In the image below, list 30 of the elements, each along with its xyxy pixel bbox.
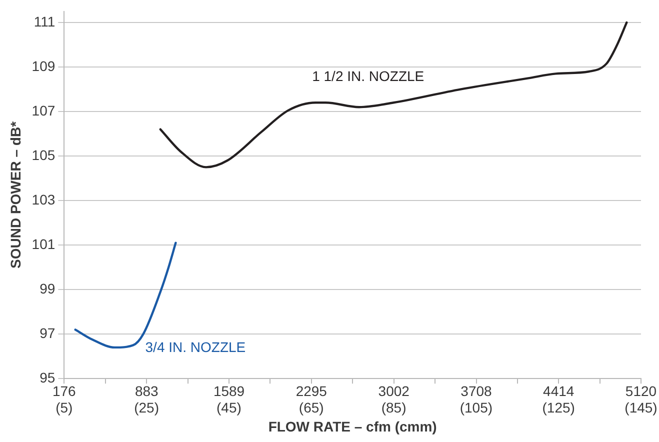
x-tick-label: 176 xyxy=(52,382,76,399)
y-tick-label: 111 xyxy=(34,13,56,30)
y-tick-label: 103 xyxy=(32,191,56,208)
line-series xyxy=(159,21,628,168)
x-tick-label: 4414 xyxy=(543,382,574,399)
x2-tick-label: (5) xyxy=(56,400,73,416)
y-tick-label: 105 xyxy=(32,146,56,163)
x-tick-label: 883 xyxy=(134,382,159,399)
x-tick-label: 5120 xyxy=(625,382,657,399)
x2-tick-label: (45) xyxy=(216,400,242,416)
x2-tick-label: (105) xyxy=(460,400,493,416)
x-tick-label: 2295 xyxy=(296,382,328,399)
series-label: 1 1/2 IN. NOZZLE xyxy=(312,68,424,84)
x2-tick-label: (145) xyxy=(624,400,658,416)
y-tick-label: 109 xyxy=(32,58,56,74)
y-tick-label: 95 xyxy=(40,369,56,386)
y-axis-title: SOUND POWER – dB* xyxy=(7,120,24,269)
x2-tick-label: (125) xyxy=(542,400,575,416)
x-tick-label: 1589 xyxy=(213,382,245,399)
x-axis-title: FLOW RATE – cfm (cmm) xyxy=(268,418,437,434)
y-tick-label: 107 xyxy=(32,102,56,118)
y-tick-label: 101 xyxy=(32,236,56,252)
x-tick-label: 3708 xyxy=(460,382,492,399)
x2-tick-label: (65) xyxy=(298,400,324,416)
y-tick-label: 97 xyxy=(40,324,56,341)
x2-tick-label: (25) xyxy=(134,400,160,416)
series-label: 3/4 IN. NOZZLE xyxy=(145,338,246,355)
x-tick-label: 3002 xyxy=(378,382,410,399)
y-tick-label: 99 xyxy=(40,280,56,296)
x2-tick-label: (85) xyxy=(381,400,406,416)
